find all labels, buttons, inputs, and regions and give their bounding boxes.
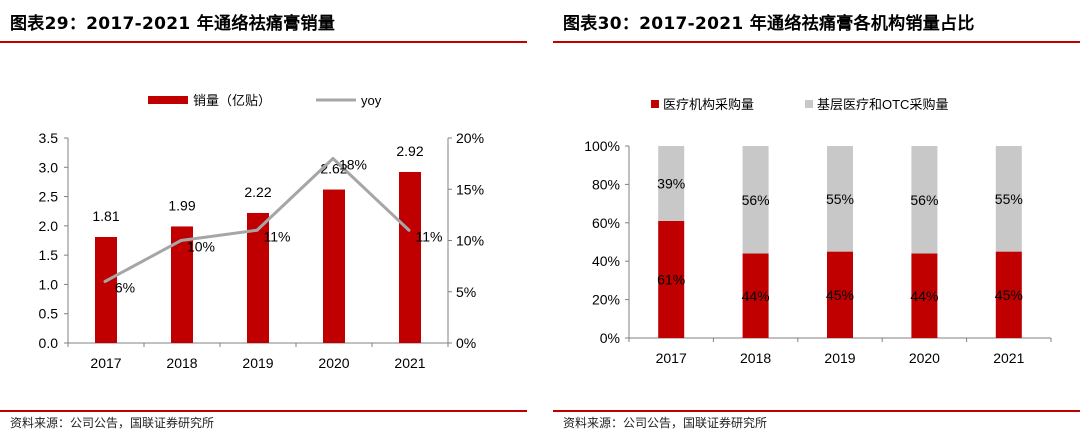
yoy-value-label: 18% <box>339 157 367 173</box>
x-tick-label: 2018 <box>166 355 197 371</box>
hospital-value-label: 61% <box>657 271 685 287</box>
bar-hospital-2020 <box>911 253 938 338</box>
x-tick-label: 2020 <box>318 355 349 371</box>
bar-hospital-2017 <box>658 220 685 338</box>
yoy-point-2017 <box>103 280 107 283</box>
right-source-note: 资料来源：公司公告，国联证券研究所 <box>563 416 768 430</box>
bar-value-label: 1.99 <box>168 197 195 213</box>
legend-swatch-sales <box>148 96 188 104</box>
hospital-value-label: 45% <box>826 287 854 303</box>
yoy-point-2021 <box>407 228 411 232</box>
bar-otc-2019 <box>827 146 853 252</box>
y-left-tick-label: 3.5 <box>39 130 59 146</box>
hospital-value-label: 44% <box>910 288 938 304</box>
hospital-value-label: 45% <box>995 287 1023 303</box>
yoy-point-2020 <box>331 157 335 160</box>
yoy-value-label: 10% <box>187 239 215 255</box>
otc-value-label: 56% <box>742 192 770 208</box>
y-right-tick-label: 0% <box>456 335 476 351</box>
otc-value-label: 55% <box>826 191 854 207</box>
bar-hospital-2021 <box>995 251 1022 338</box>
otc-value-label: 56% <box>910 192 938 208</box>
bar-sales-2020 <box>323 189 345 343</box>
bar-otc-2018 <box>742 146 769 254</box>
left-chart-panel: 图表29：2017-2021 年通络祛痛膏销量 销量（亿贴） yoy 0.0 0.5 1… <box>0 0 527 435</box>
right-chart-panel: 图表30：2017-2021 年通络祛痛膏各机构销量占比 医疗机构采购量 基层医疗… <box>553 0 1080 435</box>
y-right-tick-label: 5% <box>456 284 476 300</box>
sales-volume-chart: 销量（亿贴） yoy 0.0 0.5 1.0 1.5 2.0 2.5 3.0 3.5 0% 5% 10%… <box>39 93 485 371</box>
otc-value-label: 55% <box>995 191 1023 207</box>
y-tick-label: 20% <box>592 292 620 308</box>
yoy-value-label: 11% <box>264 228 291 244</box>
yoy-value-label: 6% <box>115 280 135 296</box>
y-left-tick-label: 3.0 <box>39 159 59 175</box>
bar-value-label: 1.81 <box>92 208 119 224</box>
otc-value-label: 39% <box>657 175 685 191</box>
y-tick-label: 40% <box>592 253 620 269</box>
y-left-tick-label: 1.5 <box>39 247 59 263</box>
left-chart-title: 图表29：2017-2021 年通络祛痛膏销量 <box>10 14 336 34</box>
y-left-tick-label: 1.0 <box>39 276 59 292</box>
y-right-tick-label: 10% <box>456 233 484 249</box>
legend-label-otc: 基层医疗和OTC采购量 <box>817 97 948 112</box>
y-tick-label: 80% <box>592 176 620 192</box>
bar-sales-2018 <box>171 226 193 343</box>
bar-hospital-2018 <box>742 253 769 338</box>
yoy-point-2019 <box>255 228 259 232</box>
left-source-note: 资料来源：公司公告，国联证券研究所 <box>10 416 215 430</box>
x-tick-label: 2021 <box>993 350 1024 366</box>
y-left-tick-label: 2.0 <box>39 218 59 234</box>
channel-share-chart: 医疗机构采购量 基层医疗和OTC采购量 0% 20% 40% 60% 80% 100% 2017… <box>584 97 1052 366</box>
x-tick-label: 2017 <box>656 350 687 366</box>
x-tick-label: 2017 <box>90 355 121 371</box>
legend-label-yoy: yoy <box>361 93 382 108</box>
left-title-divider <box>0 41 527 43</box>
bar-hospital-2019 <box>827 251 853 338</box>
x-tick-label: 2019 <box>242 355 273 371</box>
y-left-tick-label: 0.0 <box>39 335 59 351</box>
legend-swatch-otc <box>805 100 813 108</box>
y-right-tick-label: 20% <box>456 130 484 146</box>
bar-value-label: 2.22 <box>244 184 271 200</box>
y-tick-label: 60% <box>592 215 620 231</box>
bar-value-label: 2.92 <box>396 143 423 159</box>
right-title-divider <box>553 41 1080 43</box>
yoy-value-label: 11% <box>416 228 443 244</box>
x-tick-label: 2020 <box>909 350 940 366</box>
x-tick-label: 2021 <box>394 355 425 371</box>
y-tick-label: 100% <box>584 138 620 154</box>
left-source-divider <box>0 410 527 412</box>
x-tick-label: 2019 <box>824 350 855 366</box>
hospital-value-label: 44% <box>742 288 770 304</box>
bar-otc-2020 <box>911 146 938 254</box>
y-right-tick-label: 15% <box>456 181 484 197</box>
y-left-tick-label: 2.5 <box>39 189 59 205</box>
bar-sales-2017 <box>95 236 117 343</box>
bar-otc-2021 <box>995 146 1022 252</box>
legend-label-sales: 销量（亿贴） <box>193 93 271 108</box>
bar-otc-2017 <box>658 146 685 221</box>
yoy-point-2018 <box>179 239 183 242</box>
bar-sales-2021 <box>399 171 421 343</box>
x-tick-label: 2018 <box>740 350 771 366</box>
bar-sales-2019 <box>247 212 269 343</box>
y-tick-label: 0% <box>600 330 620 346</box>
right-chart-title: 图表30：2017-2021 年通络祛痛膏各机构销量占比 <box>563 14 975 34</box>
legend-swatch-hospital <box>651 100 659 108</box>
y-left-tick-label: 0.5 <box>39 306 59 322</box>
legend-label-hospital: 医疗机构采购量 <box>663 97 754 112</box>
right-source-divider <box>553 410 1080 412</box>
